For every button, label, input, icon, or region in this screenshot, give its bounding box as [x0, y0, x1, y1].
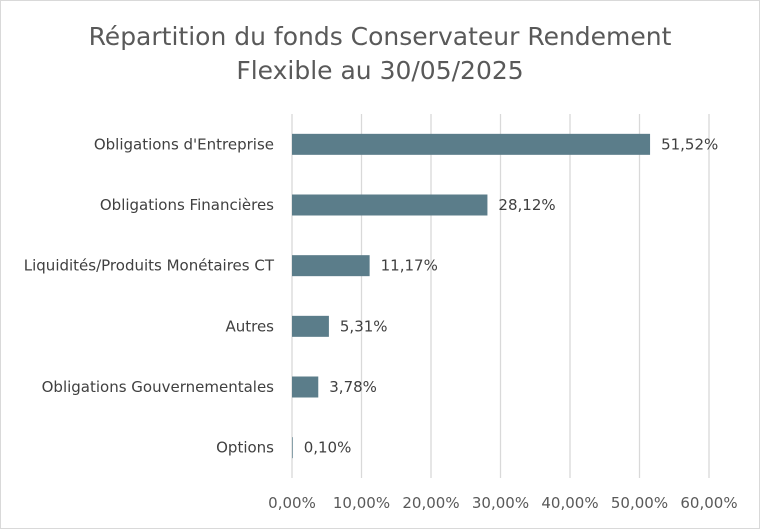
- bar: [292, 437, 293, 459]
- data-label: 28,12%: [498, 196, 555, 214]
- x-tick-label: 40,00%: [541, 494, 598, 512]
- bar: [292, 133, 651, 155]
- bar: [292, 315, 329, 337]
- category-label: Liquidités/Produits Monétaires CT: [24, 257, 275, 275]
- x-axis-tick-labels: 0,00% 10,00% 20,00% 30,00% 40,00% 50,00% 60,00…: [268, 494, 737, 512]
- chart-title-line-2: Flexible au 30/05/2025: [236, 56, 524, 85]
- category-label: Obligations d'Entreprise: [94, 135, 274, 153]
- category-label: Autres: [225, 317, 274, 335]
- category-label: Obligations Financières: [100, 196, 274, 214]
- data-label: 0,10%: [304, 439, 352, 457]
- data-label: 11,17%: [381, 257, 438, 275]
- chart-title-line-1: Répartition du fonds Conservateur Rendem…: [88, 22, 672, 51]
- gridlines: [291, 114, 710, 478]
- chart-title: Répartition du fonds Conservateur Rendem…: [0, 20, 760, 88]
- x-tick-label: 60,00%: [680, 494, 737, 512]
- x-tick-label: 0,00%: [268, 494, 316, 512]
- bar: [292, 194, 488, 216]
- bar: [292, 255, 370, 277]
- data-label: 3,78%: [329, 378, 377, 396]
- x-tick-label: 20,00%: [402, 494, 459, 512]
- category-labels: Obligations d'Entreprise Obligations Fina…: [24, 135, 275, 456]
- category-label: Options: [216, 439, 274, 457]
- value-labels: 51,52% 28,12% 11,17% 5,31% 3,78% 0,10%: [304, 135, 719, 456]
- data-label: 51,52%: [661, 135, 718, 153]
- category-label: Obligations Gouvernementales: [42, 378, 275, 396]
- bar: [292, 376, 319, 398]
- x-tick-label: 30,00%: [472, 494, 529, 512]
- x-tick-label: 10,00%: [333, 494, 390, 512]
- x-tick-label: 50,00%: [611, 494, 668, 512]
- bars: [292, 133, 651, 459]
- data-label: 5,31%: [340, 317, 388, 335]
